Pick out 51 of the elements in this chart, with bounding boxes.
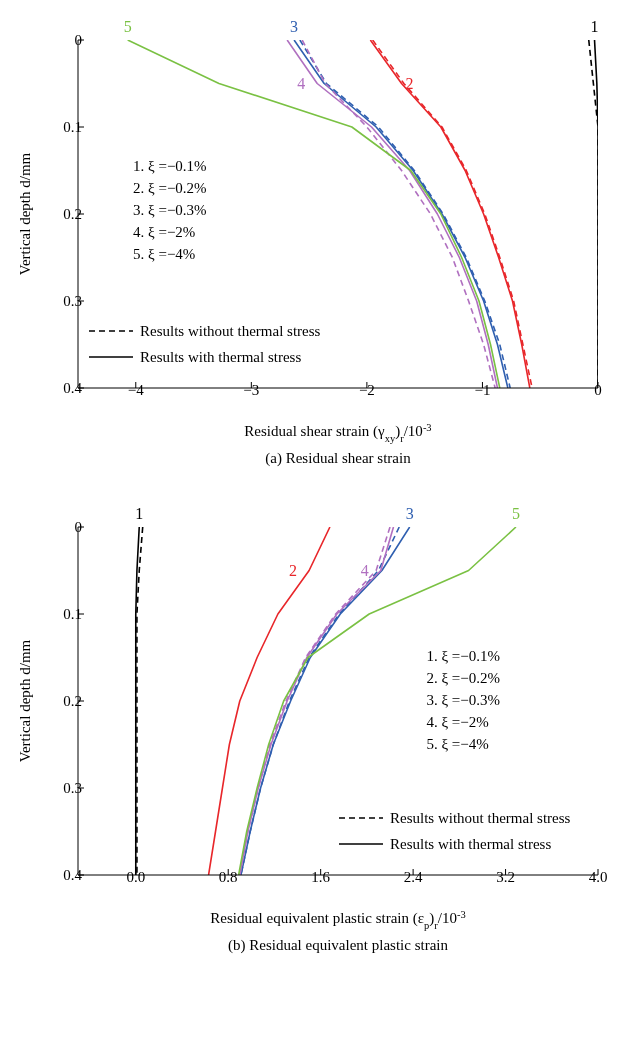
x-tick-label: 1.6 [311, 868, 331, 885]
x-tick-label: 2.4 [403, 868, 423, 885]
y-tick-label: 0.1 [63, 606, 82, 623]
series-label: 3 [290, 18, 299, 36]
x-tick-label: 4.0 [588, 868, 608, 885]
y-tick-label: 0.2 [63, 206, 82, 223]
annotation: 3. ξ =−0.3% [426, 691, 500, 711]
annotation: 1. ξ =−0.1% [133, 156, 207, 176]
annotation: Results with thermal stress [140, 348, 302, 368]
annotation: Results without thermal stress [140, 322, 321, 342]
series-label: 1 [135, 505, 144, 523]
text: (a) Residual shear strain [264, 450, 412, 467]
x-axis-title: Residual equivalent plastic strain (ε$_{p}$)$_{r}$/10$^{-3}$ [210, 908, 466, 931]
y-tick-label: 0 [74, 32, 82, 49]
text: (b) Residual equivalent plastic strain [227, 937, 449, 954]
y-tick-label: 0.4 [63, 867, 83, 884]
annotation: 5. ξ =−4% [426, 735, 490, 755]
x-tick-label: 0 [594, 381, 602, 398]
y-tick-label: 0.2 [63, 693, 82, 710]
x-tick-label: 0.8 [218, 868, 238, 885]
x-tick-label: −1 [474, 381, 491, 398]
annotation: 1. ξ =−0.1% [426, 647, 500, 667]
x-tick-label: 3.2 [496, 868, 515, 885]
y-axis-title: Vertical depth d/mm [17, 639, 33, 763]
x-tick-label: −3 [243, 381, 260, 398]
y-axis-title: Vertical depth d/mm [17, 152, 33, 276]
series-label: 1 [590, 18, 599, 36]
y-tick-label: 0.4 [63, 380, 83, 397]
series-label: 2 [289, 561, 298, 580]
series-label: 4 [297, 74, 306, 93]
annotation: 2. ξ =−0.2% [426, 669, 500, 689]
series-label: 5 [511, 505, 520, 523]
y-tick-label: 0.1 [63, 119, 82, 136]
x-tick-label: 0.0 [126, 868, 146, 885]
annotation: 2. ξ =−0.2% [133, 178, 207, 198]
annotation: 4. ξ =−2% [133, 222, 197, 242]
series-label: 4 [360, 561, 369, 580]
series-label: 5 [123, 18, 132, 36]
series-label: 3 [405, 505, 414, 523]
x-axis-title: Residual shear strain (γ$_{xy}$)$_{r}$/10$^{-3}$ [244, 421, 432, 444]
annotation: Results without thermal stress [390, 809, 571, 829]
annotation: 5. ξ =−4% [133, 244, 197, 264]
series-label: 2 [405, 74, 414, 93]
x-tick-label: −2 [358, 381, 375, 398]
annotation: 3. ξ =−0.3% [133, 200, 207, 220]
annotation: Results with thermal stress [390, 835, 552, 855]
y-tick-label: 0 [74, 519, 82, 536]
y-tick-label: 0.3 [63, 293, 82, 310]
x-tick-label: −4 [127, 381, 145, 398]
annotation: 4. ξ =−2% [426, 713, 490, 733]
y-tick-label: 0.3 [63, 780, 82, 797]
